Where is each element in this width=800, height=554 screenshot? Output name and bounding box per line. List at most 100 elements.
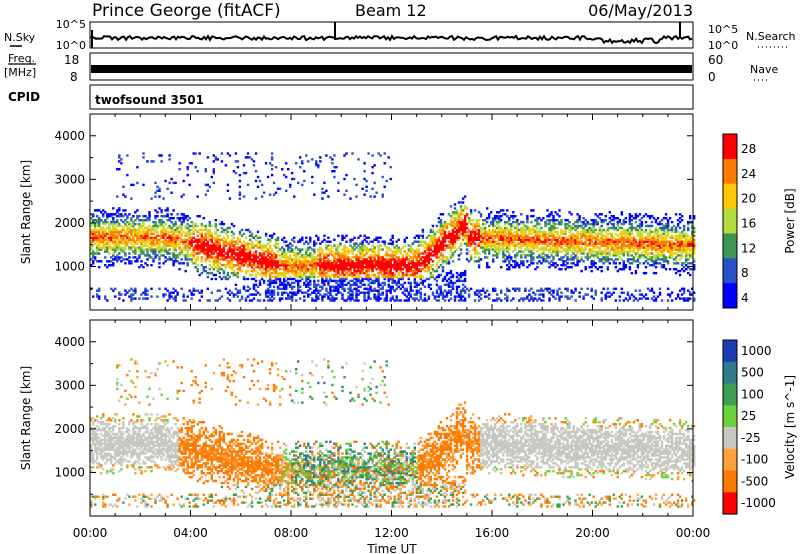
heatmap-cell bbox=[172, 297, 175, 300]
heatmap-cell bbox=[592, 234, 595, 237]
heatmap-cell bbox=[136, 260, 139, 263]
heatmap-cell bbox=[166, 250, 169, 253]
heatmap-cell bbox=[548, 230, 551, 234]
heatmap-cell bbox=[194, 152, 197, 155]
heatmap-cell bbox=[214, 158, 217, 161]
heatmap-cell bbox=[391, 275, 394, 279]
heatmap-cell bbox=[329, 252, 332, 255]
heatmap-cell bbox=[335, 281, 338, 285]
heatmap-cell bbox=[471, 240, 475, 243]
heatmap-cell bbox=[399, 258, 402, 261]
heatmap-cell bbox=[387, 283, 390, 286]
heatmap-cell bbox=[244, 244, 248, 247]
heatmap-cell bbox=[375, 299, 378, 302]
heatmap-cell bbox=[516, 262, 519, 265]
heatmap-cell bbox=[256, 175, 260, 179]
heatmap-cell bbox=[572, 291, 575, 294]
heatmap-cell bbox=[425, 260, 429, 263]
heatmap-cell bbox=[498, 242, 501, 245]
station-title: Prince George (fitACF) bbox=[92, 1, 281, 21]
heatmap-cell bbox=[226, 234, 230, 237]
heatmap-cell bbox=[266, 254, 270, 257]
heatmap-cell bbox=[353, 277, 356, 281]
heatmap-cell bbox=[244, 299, 248, 302]
heatmap-cell bbox=[375, 236, 378, 239]
heatmap-cell bbox=[270, 248, 274, 251]
heatmap-cell bbox=[538, 228, 541, 232]
heatmap-cell bbox=[534, 244, 537, 247]
heatmap-cell bbox=[325, 293, 328, 296]
heatmap-cell bbox=[293, 277, 296, 281]
heatmap-cell bbox=[401, 275, 404, 279]
heatmap-cell bbox=[210, 244, 213, 247]
heatmap-cell bbox=[335, 293, 338, 296]
heatmap-cell bbox=[202, 238, 205, 241]
heatmap-cell bbox=[548, 242, 551, 245]
heatmap-cell bbox=[301, 248, 304, 251]
heatmap-cell bbox=[477, 244, 481, 247]
heatmap-cell bbox=[230, 271, 234, 275]
heatmap-cell bbox=[361, 268, 364, 271]
heatmap-cell bbox=[467, 219, 471, 222]
heatmap-cell bbox=[297, 181, 300, 185]
heatmap-cell bbox=[606, 295, 609, 298]
heatmap-cell bbox=[381, 193, 384, 196]
heatmap-cell bbox=[562, 230, 565, 234]
heatmap-cell bbox=[604, 252, 607, 255]
noise-panel: N.Sky 10^5 10^0 10^5 10^0 N.Search bbox=[4, 18, 796, 52]
heatmap-cell bbox=[285, 266, 288, 269]
heatmap-cell bbox=[120, 246, 123, 249]
heatmap-cell bbox=[423, 264, 427, 267]
heatmap-cell bbox=[389, 297, 392, 300]
heatmap-cell bbox=[602, 238, 605, 241]
heatmap-cell bbox=[606, 228, 609, 232]
heatmap-cell bbox=[423, 297, 427, 300]
heatmap-cell bbox=[486, 217, 489, 220]
heatmap-cell bbox=[423, 246, 427, 249]
heatmap-cell bbox=[246, 258, 250, 261]
heatmap-cell bbox=[353, 271, 356, 275]
heatmap-cell bbox=[268, 297, 272, 300]
heatmap-cell bbox=[594, 289, 597, 292]
heatmap-cell bbox=[570, 224, 573, 228]
heatmap-cell bbox=[409, 281, 412, 285]
heatmap-cell bbox=[333, 252, 336, 255]
heatmap-cell bbox=[606, 238, 609, 241]
heatmap-cell bbox=[494, 242, 497, 245]
heatmap-cell bbox=[337, 258, 340, 261]
heatmap-cell bbox=[421, 281, 425, 285]
heatmap-cell bbox=[556, 226, 559, 230]
heatmap-cell bbox=[274, 256, 278, 259]
heatmap-cell bbox=[606, 236, 609, 239]
heatmap-cell bbox=[415, 291, 418, 294]
heatmap-cell bbox=[469, 240, 473, 243]
heatmap-cell bbox=[375, 268, 378, 271]
heatmap-cell bbox=[604, 250, 607, 253]
heatmap-cell bbox=[367, 291, 370, 294]
heatmap-cell bbox=[238, 260, 242, 263]
heatmap-cell bbox=[365, 185, 368, 188]
heatmap-cell bbox=[214, 277, 217, 281]
heatmap-cell bbox=[307, 277, 310, 281]
heatmap-cell bbox=[321, 252, 324, 255]
heatmap-cell bbox=[172, 291, 175, 294]
heatmap-cell bbox=[323, 256, 326, 259]
heatmap-cell bbox=[166, 232, 169, 236]
heatmap-cell bbox=[305, 283, 308, 286]
heatmap-cell bbox=[341, 256, 344, 259]
heatmap-cell bbox=[552, 234, 555, 237]
heatmap-cell bbox=[445, 293, 449, 296]
heatmap-cell bbox=[176, 238, 179, 241]
heatmap-cell bbox=[325, 248, 328, 251]
heatmap-cell bbox=[174, 181, 177, 185]
heatmap-cell bbox=[433, 242, 437, 245]
heatmap-cell bbox=[496, 240, 499, 243]
heatmap-cell bbox=[210, 175, 213, 179]
heatmap-cell bbox=[114, 240, 117, 243]
heatmap-cell bbox=[323, 264, 326, 267]
heatmap-cell bbox=[90, 252, 93, 255]
heatmap-cell bbox=[498, 236, 501, 239]
heatmap-cell bbox=[100, 240, 103, 243]
heatmap-cell bbox=[419, 293, 422, 296]
heatmap-cell bbox=[112, 217, 115, 220]
